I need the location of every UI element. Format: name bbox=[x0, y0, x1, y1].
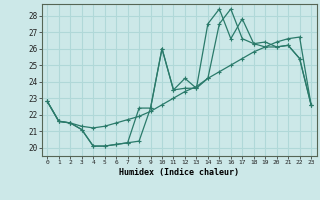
X-axis label: Humidex (Indice chaleur): Humidex (Indice chaleur) bbox=[119, 168, 239, 177]
